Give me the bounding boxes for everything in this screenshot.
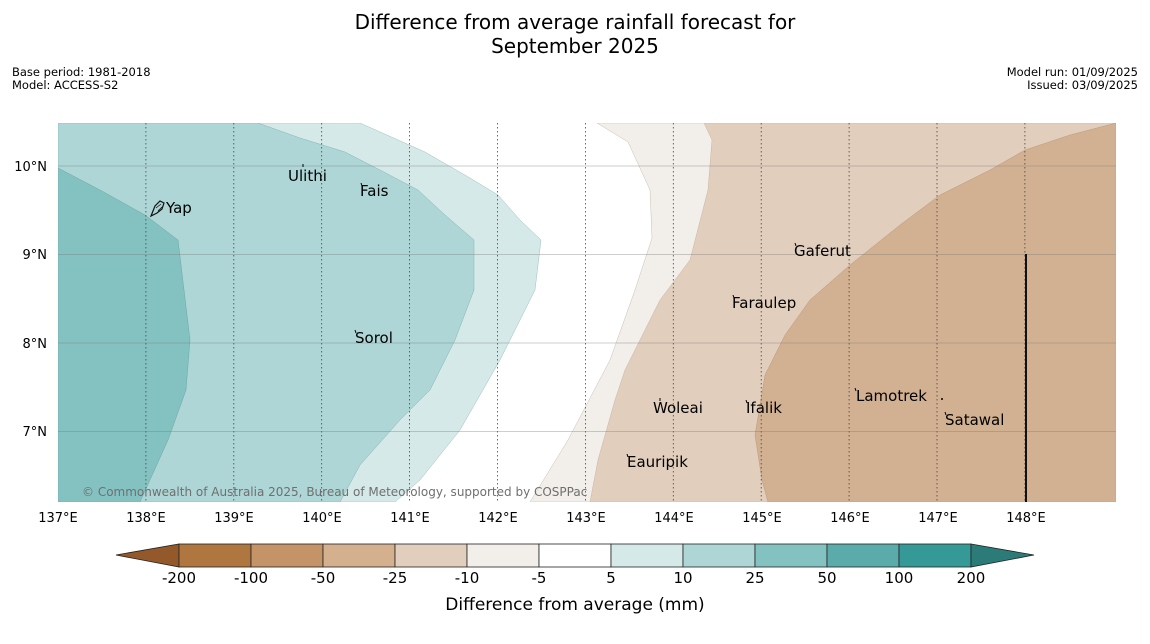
colorbar-segment-50-100	[826, 543, 900, 568]
colorbar-extend-low	[115, 543, 180, 568]
colorbar-segment--10--5	[466, 543, 540, 568]
place-marker-ifalik	[745, 399, 748, 404]
place-label-sorol: Sorol	[355, 329, 393, 347]
place-label-eauripik: Eauripik	[627, 453, 688, 471]
place-marker-faraulep	[732, 294, 735, 299]
colorbar-tick-neg5: -5	[532, 569, 547, 587]
colorbar-tick-neg200: -200	[162, 569, 196, 587]
colorbar-segment--50--25	[322, 543, 396, 568]
place-label-yap: Yap	[165, 199, 192, 217]
lon-label-142e: 142°E	[478, 511, 518, 526]
colorbar-segment--25--10	[394, 543, 468, 568]
longitude-labels: 137°E 138°E 139°E 140°E 141°E 142°E 143°…	[38, 511, 1046, 526]
colorbar-segments	[178, 543, 972, 568]
lon-label-140e: 140°E	[302, 511, 342, 526]
copyright-text: © Commonwealth of Australia 2025, Bureau…	[82, 485, 587, 499]
colorbar-segment-25-50	[754, 543, 828, 568]
colorbar-title: Difference from average (mm)	[445, 595, 704, 615]
lon-label-144e: 144°E	[654, 511, 694, 526]
meta-right: Model run: 01/09/2025 Issued: 03/09/2025	[1007, 66, 1138, 92]
place-marker-eauripik	[626, 453, 629, 458]
place-label-ulithi: Ulithi	[288, 167, 327, 185]
lon-label-137e: 137°E	[38, 511, 78, 526]
colorbar-segment--200--100	[178, 543, 252, 568]
place-label-woleai: Woleai	[653, 399, 703, 417]
colorbar-tick-neg10: -10	[455, 569, 480, 587]
yap-island-detail	[155, 203, 163, 212]
place-marker-sorol	[354, 329, 357, 334]
colorbar-segment-10-25	[682, 543, 756, 568]
place-marker-gaferut	[794, 242, 797, 247]
lon-label-141e: 141°E	[390, 511, 430, 526]
colorbar-tick-50: 50	[817, 569, 836, 587]
model-run-text: Model run: 01/09/2025	[1006, 65, 1138, 79]
place-marker-lamotrek	[854, 387, 857, 392]
colorbar-segment--5-5	[538, 543, 612, 568]
lat-label-9n: 9°N	[23, 248, 48, 263]
place-marker-lamotrek-dot	[941, 398, 943, 400]
colorbar-tick-25: 25	[745, 569, 764, 587]
latitude-labels: 10°N 9°N 8°N 7°N	[14, 160, 47, 440]
longitude-gridlines	[145, 123, 1026, 502]
base-period-text: Base period: 1981-2018	[12, 65, 151, 79]
place-label-ifalik: Ifalik	[746, 399, 782, 417]
title-line-1: Difference from average rainfall forecas…	[354, 10, 796, 34]
model-text: Model: ACCESS-S2	[12, 78, 119, 92]
place-labels: Yap Ulithi Fais Sorol Gaferut Faraulep W…	[165, 164, 1004, 471]
lat-label-8n: 8°N	[23, 337, 48, 352]
meta-left: Base period: 1981-2018 Model: ACCESS-S2	[12, 66, 151, 92]
issued-text: Issued: 03/09/2025	[1027, 78, 1138, 92]
place-label-satawal: Satawal	[945, 411, 1004, 429]
lon-label-148e: 148°E	[1006, 511, 1046, 526]
colorbar-segment--100--50	[250, 543, 324, 568]
colorbar-tick-neg100: -100	[234, 569, 268, 587]
place-label-lamotrek: Lamotrek	[856, 387, 927, 405]
colorbar-tick-labels: -200 -100 -50 -25 -10 -5 5 10 25 50 100 …	[162, 569, 985, 587]
yap-island-shape	[149, 200, 165, 218]
colorbar-tick-100: 100	[885, 569, 914, 587]
place-marker-satawal	[944, 411, 947, 416]
colorbar-tick-5: 5	[606, 569, 616, 587]
lon-label-143e: 143°E	[566, 511, 606, 526]
colorbar-segment-5-10	[610, 543, 684, 568]
colorbar-tick-200: 200	[957, 569, 986, 587]
colorbar-extend-high	[970, 543, 1035, 568]
colorbar: -200 -100 -50 -25 -10 -5 5 10 25 50 100 …	[115, 543, 1035, 615]
colorbar-segment-100-200	[898, 543, 972, 568]
lon-label-138e: 138°E	[126, 511, 166, 526]
lat-label-7n: 7°N	[23, 425, 48, 440]
place-label-faraulep: Faraulep	[732, 294, 796, 312]
colorbar-tick-10: 10	[673, 569, 692, 587]
lon-label-139e: 139°E	[214, 511, 254, 526]
map-title: Difference from average rainfall forecas…	[0, 10, 1150, 58]
title-line-2: September 2025	[491, 34, 659, 58]
lon-label-147e: 147°E	[918, 511, 958, 526]
lat-label-10n: 10°N	[14, 160, 47, 175]
map-area: Yap Ulithi Fais Sorol Gaferut Faraulep W…	[58, 123, 1116, 502]
lon-label-145e: 145°E	[742, 511, 782, 526]
colorbar-tick-neg25: -25	[383, 569, 408, 587]
band-wet-25-50	[58, 167, 191, 502]
place-marker-fais	[360, 182, 363, 187]
place-label-gaferut: Gaferut	[794, 242, 851, 260]
colorbar-tick-neg50: -50	[311, 569, 336, 587]
lon-label-146e: 146°E	[830, 511, 870, 526]
place-label-fais: Fais	[360, 182, 389, 200]
latitude-gridlines	[58, 165, 1116, 432]
